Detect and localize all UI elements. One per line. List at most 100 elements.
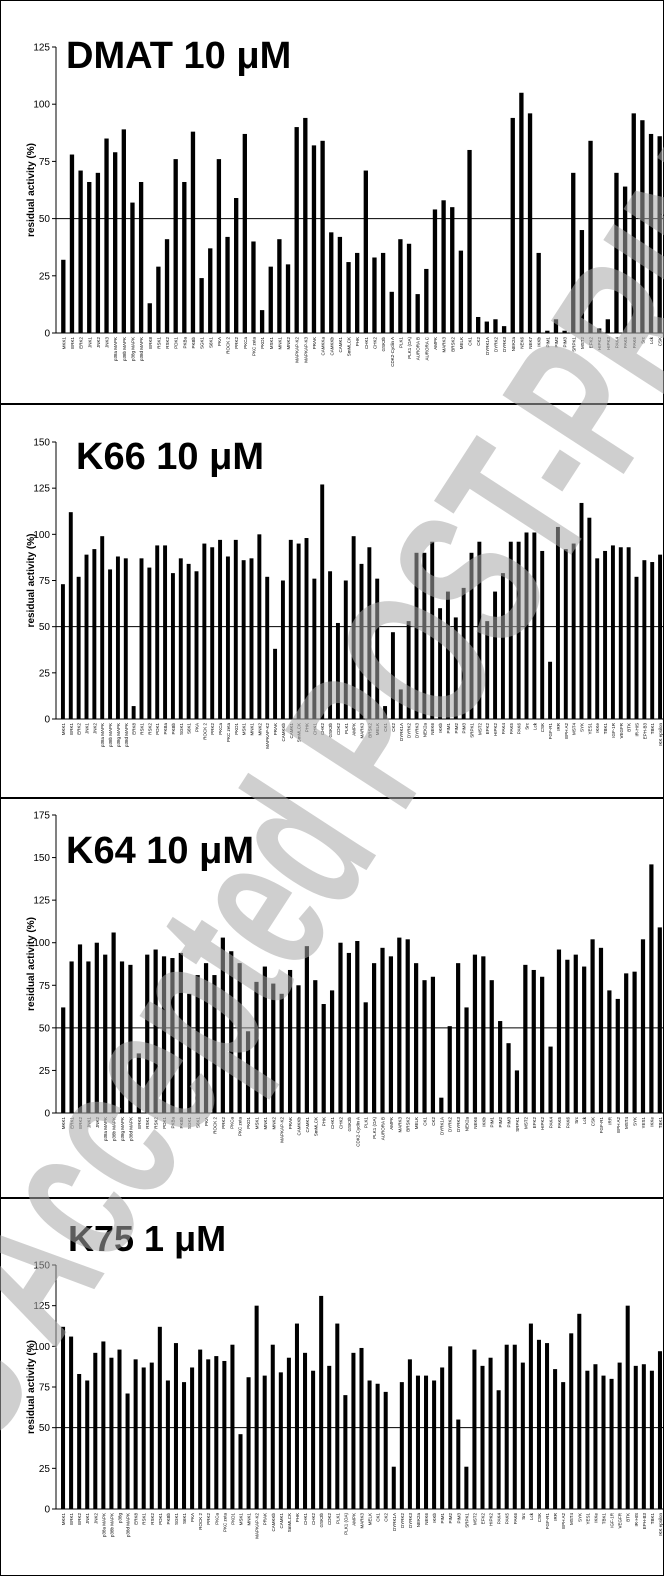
bar-35 [335,1324,339,1509]
category-label: AURORA B [416,337,421,360]
y-tick-label: 0 [44,1505,50,1516]
category-label: CDK2-Cyclin A [390,337,395,367]
category-label: NEK6 [473,1117,478,1129]
category-label: S6K1 [187,723,192,735]
bar-14 [174,159,178,333]
bar-57 [532,970,536,1113]
category-label: CDK2-Cyclin A [355,1117,360,1147]
category-label: PKBb [171,723,176,735]
category-label: TBK1 [650,723,655,735]
category-label: PRAK [312,337,317,349]
category-label: IR-HIS [635,723,640,737]
category-label: CSK [540,723,545,732]
bar-29 [303,118,307,333]
category-label: CK2 [431,1117,436,1126]
bar-24 [242,560,246,719]
category-label: IRR [556,722,561,731]
category-label: IGF-1R [611,722,616,738]
y-axis-label: residual activity (%) [26,143,37,237]
bar-19 [206,1359,210,1509]
bar-20 [225,237,229,333]
bar-22 [226,556,230,719]
bar-45 [441,200,445,333]
category-label: PHK [355,337,360,346]
bar-48 [467,150,471,333]
category-label: p38d MAPK [126,1513,131,1537]
bar-17 [199,278,203,333]
bar-7 [109,1358,113,1509]
bar-58 [521,1363,525,1509]
category-label: NEK2a [465,1117,470,1132]
category-label: PKCa [243,337,248,349]
category-label: Src [574,1116,579,1124]
category-label: YES1 [641,1117,646,1129]
category-label: SmMLCK [313,1117,318,1136]
bar-8 [117,1350,121,1509]
bar-39 [380,948,384,1113]
bar-47 [432,1380,436,1509]
bar-43 [414,963,418,1113]
y-tick-label: 150 [33,438,50,449]
bar-65 [577,1314,581,1509]
category-label: MNK1 [263,1117,268,1130]
bar-43 [424,269,428,333]
category-label: DYRK1A [439,1117,444,1135]
category-label: IGF-1R [610,1512,615,1528]
category-label: MSK1 [269,337,274,350]
category-label: SRPK1 [464,1513,469,1528]
category-label: CK1 [468,337,473,346]
bar-14 [166,1380,170,1509]
category-label: PKBb [166,1513,171,1525]
bar-12 [156,267,160,333]
bar-69 [632,972,636,1113]
bar-36 [343,1395,347,1509]
bar-34 [346,262,350,333]
category-label: CSK [591,1117,596,1126]
category-label: SRPK1 [515,1117,520,1132]
bar-66 [585,1371,589,1509]
y-tick-label: 100 [33,100,50,111]
category-label: PIM1 [440,1513,445,1524]
category-label: PRAK [288,1117,293,1129]
y-tick-label: 125 [33,484,50,495]
bar-56 [505,1345,509,1509]
bar-73 [642,1364,646,1509]
bar-24 [247,1377,251,1509]
bar-42 [406,939,410,1113]
category-label: MST4 [569,1513,574,1525]
category-label: AMPK [433,337,438,350]
category-label: DYRK2 [448,1117,453,1133]
category-label: DYRK3 [456,1117,461,1133]
y-axis-label: residual activity (%) [26,534,37,628]
bar-51 [464,1467,468,1509]
bar-9 [124,558,128,719]
category-label: IRR [553,1512,558,1521]
bar-44 [422,980,426,1113]
category-label: PDK1 [158,1513,163,1525]
chart-title: DMAT 10 μM [66,35,291,77]
bar-4 [85,555,89,719]
bar-22 [230,1345,234,1509]
bar-50 [473,955,477,1113]
category-label: PIM1 [490,1117,495,1128]
bar-10 [132,706,136,719]
category-label: BTK [626,1513,631,1522]
category-label: CK1 [376,1513,381,1522]
category-label: MAPKAP-K2 [280,1117,285,1143]
category-label: TBK1 [602,1513,607,1525]
bar-44 [408,1359,412,1509]
category-label: BTK [627,723,632,732]
category-label: p38g MAPK [116,723,121,747]
category-label: PKA [190,1513,195,1522]
category-label: PKD1 [260,337,265,349]
category-label: PRAK [263,1513,268,1525]
category-label: Src [525,722,530,730]
bar-77 [658,555,662,719]
bar-58 [540,977,544,1113]
bar-72 [619,547,623,719]
bar-53 [480,1366,484,1509]
bar-67 [593,1364,597,1509]
category-label: JNK1 [85,1513,90,1525]
bar-18 [208,248,212,333]
category-label: FGF-R1 [599,1117,604,1134]
